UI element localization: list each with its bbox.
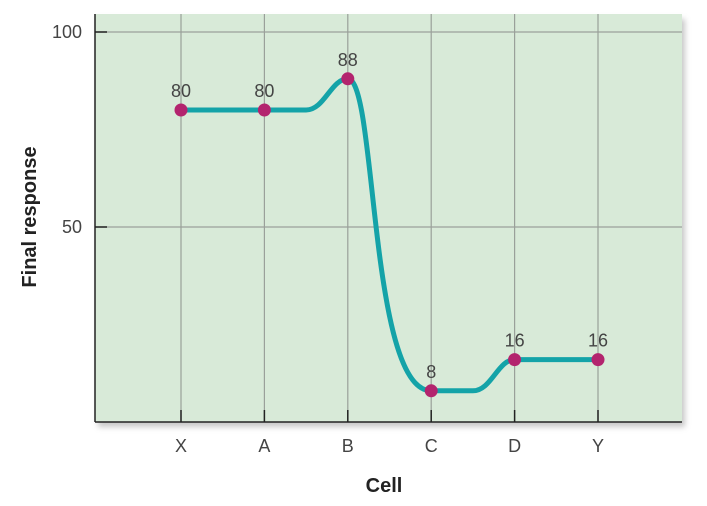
x-tick-label: A	[258, 436, 270, 456]
x-axis-title: Cell	[366, 475, 403, 497]
data-point	[341, 72, 355, 86]
data-point	[508, 353, 522, 367]
data-label: 16	[505, 331, 525, 351]
gridlines	[95, 14, 682, 422]
x-tick-label: Y	[592, 436, 604, 456]
data-label: 80	[254, 81, 274, 101]
data-point	[257, 103, 271, 117]
x-tick-label: X	[175, 436, 187, 456]
plot-area	[95, 14, 685, 427]
series-layer	[174, 72, 605, 398]
plot-background	[95, 14, 682, 422]
data-label: 16	[588, 331, 608, 351]
x-tick-label: C	[425, 436, 438, 456]
x-tick-label: D	[508, 436, 521, 456]
x-tick-label: B	[342, 436, 354, 456]
data-label: 88	[338, 50, 358, 70]
data-point	[174, 103, 188, 117]
y-tick-label: 100	[52, 22, 82, 42]
data-label: 8	[426, 362, 436, 382]
y-tick-label: 50	[62, 217, 82, 237]
axes	[94, 14, 682, 423]
series-line	[178, 76, 601, 394]
y-axis-title: Final response	[19, 146, 41, 287]
data-point	[424, 384, 438, 398]
data-label: 80	[171, 81, 191, 101]
data-point	[591, 353, 605, 367]
